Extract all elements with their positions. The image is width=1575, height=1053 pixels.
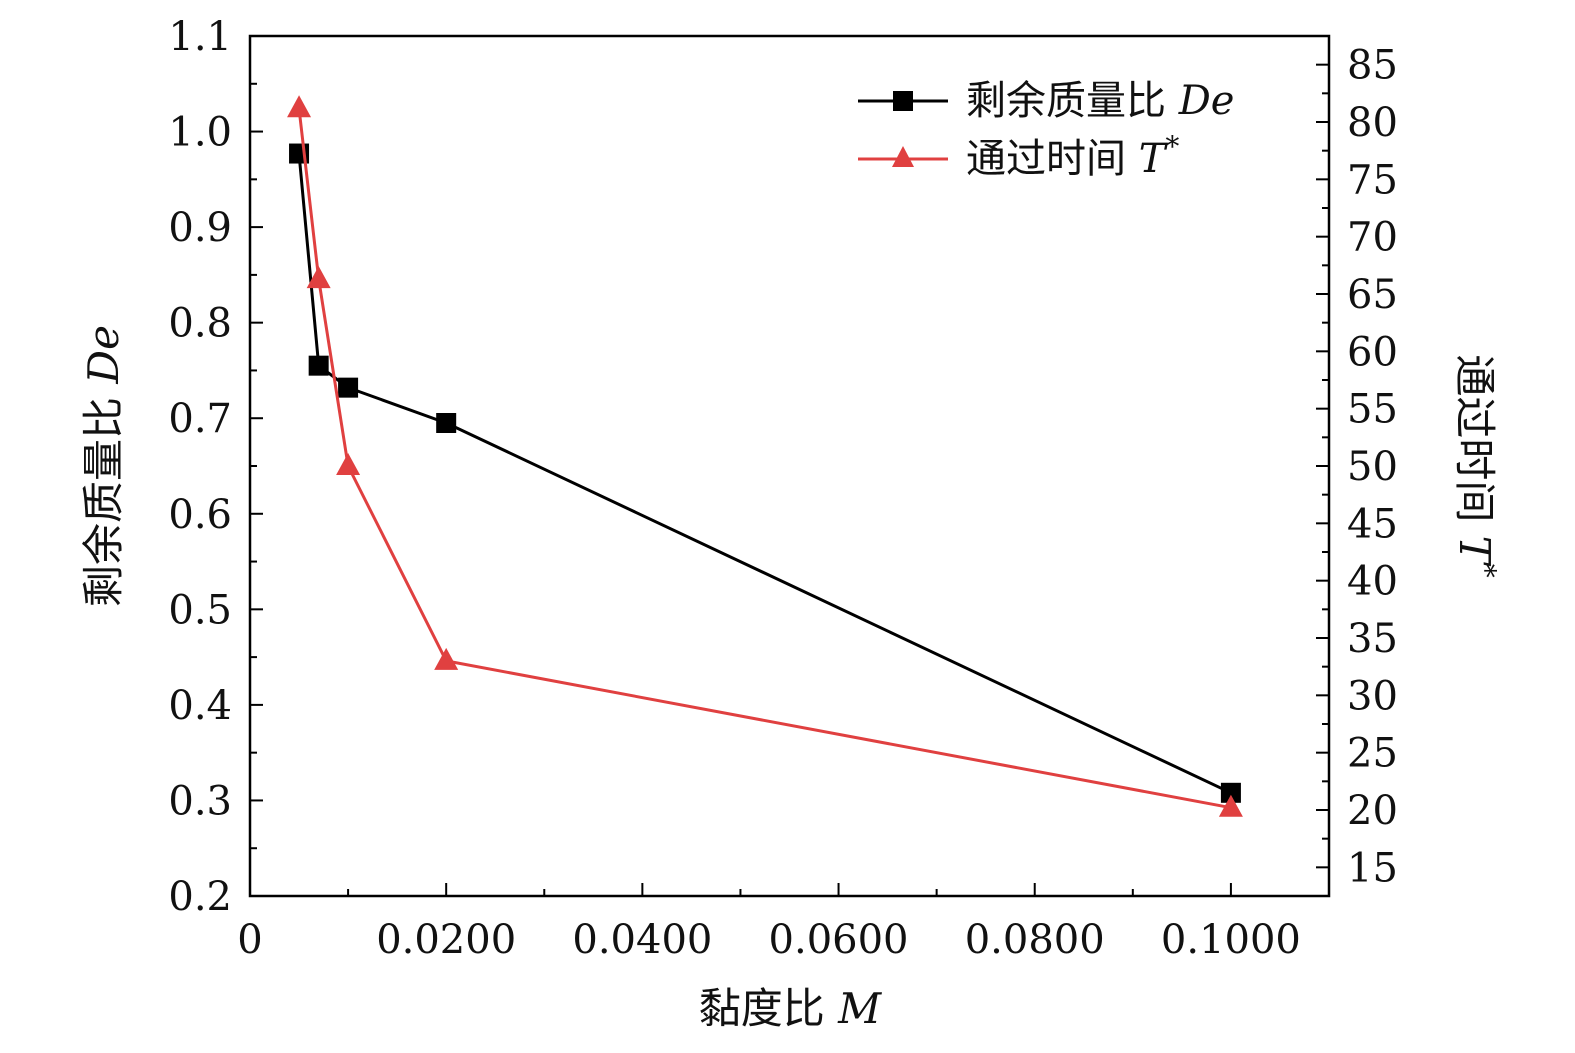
data-point-de	[436, 413, 457, 433]
data-point-de	[338, 377, 359, 398]
series-line-t	[297, 108, 1232, 810]
y-right-tick-label: 30	[1347, 673, 1398, 719]
legend-label-de: 剩余质量比 De	[966, 78, 1234, 124]
x-tick-label: 0.1000	[1161, 917, 1301, 963]
legend: 剩余质量比 De 通过时间 T*	[858, 78, 1234, 182]
y-right-tick-label: 65	[1347, 272, 1398, 318]
y-left-tick-label: 0.8	[168, 301, 232, 347]
data-point-de	[1220, 782, 1241, 803]
y-left-tick-label: 0.3	[168, 778, 232, 824]
x-tick-label: 0.0800	[965, 917, 1105, 963]
data-point-t	[434, 647, 459, 670]
data-point-de	[308, 355, 329, 376]
plot-frame	[248, 34, 1331, 898]
y-left-tick-label: 0.5	[168, 587, 232, 633]
series-line-de	[297, 153, 1232, 795]
data-point-t	[1218, 794, 1243, 817]
y-left-tick-label: 1.1	[168, 14, 232, 60]
x-tick-label: 0.0200	[376, 917, 516, 963]
y-right-axis-title: 通过时间 T*	[1450, 354, 1502, 577]
data-point-t	[336, 453, 361, 475]
data-point-t	[287, 95, 312, 118]
y-right-tick-label: 40	[1347, 559, 1398, 605]
ticks-layer: 0 0.0200 0.0400 0.0600 0.0800 0.1000 0.2 0.3 0.4…	[168, 14, 1398, 963]
y-right-tick-label: 75	[1347, 157, 1398, 203]
y-right-tick-label: 15	[1347, 845, 1398, 891]
y-right-tick-label: 25	[1347, 731, 1398, 777]
series-layer	[287, 95, 1243, 817]
x-axis-title: 黏度比 M	[699, 984, 882, 1033]
data-point-t	[306, 266, 331, 289]
y-right-tick-label: 20	[1347, 788, 1398, 834]
y-right-tick-label: 60	[1347, 329, 1398, 375]
y-right-tick-label: 50	[1347, 444, 1398, 490]
x-tick-label: 0.0600	[769, 917, 909, 963]
y-left-tick-label: 0.6	[168, 492, 232, 538]
legend-marker-square	[893, 91, 913, 111]
legend-label-t: 通过时间 T*	[966, 130, 1179, 182]
y-right-tick-label: 35	[1347, 616, 1398, 662]
y-left-tick-label: 0.4	[168, 683, 232, 729]
y-right-tick-label: 80	[1347, 100, 1398, 146]
y-left-tick-label: 1.0	[168, 110, 232, 156]
y-left-tick-label: 0.9	[168, 205, 232, 251]
y-left-tick-label: 0.7	[168, 396, 232, 442]
y-right-tick-label: 45	[1347, 501, 1398, 547]
y-left-tick-label: 0.2	[168, 874, 232, 920]
legend-marker-triangle	[892, 146, 914, 167]
y-right-tick-label: 85	[1347, 43, 1398, 89]
y-right-tick-label: 55	[1347, 387, 1398, 433]
x-tick-label: 0	[237, 917, 262, 963]
y-right-tick-label: 70	[1347, 215, 1398, 261]
x-tick-label: 0.0400	[572, 917, 712, 963]
y-left-axis-title: 剩余质量比 De	[79, 325, 128, 607]
